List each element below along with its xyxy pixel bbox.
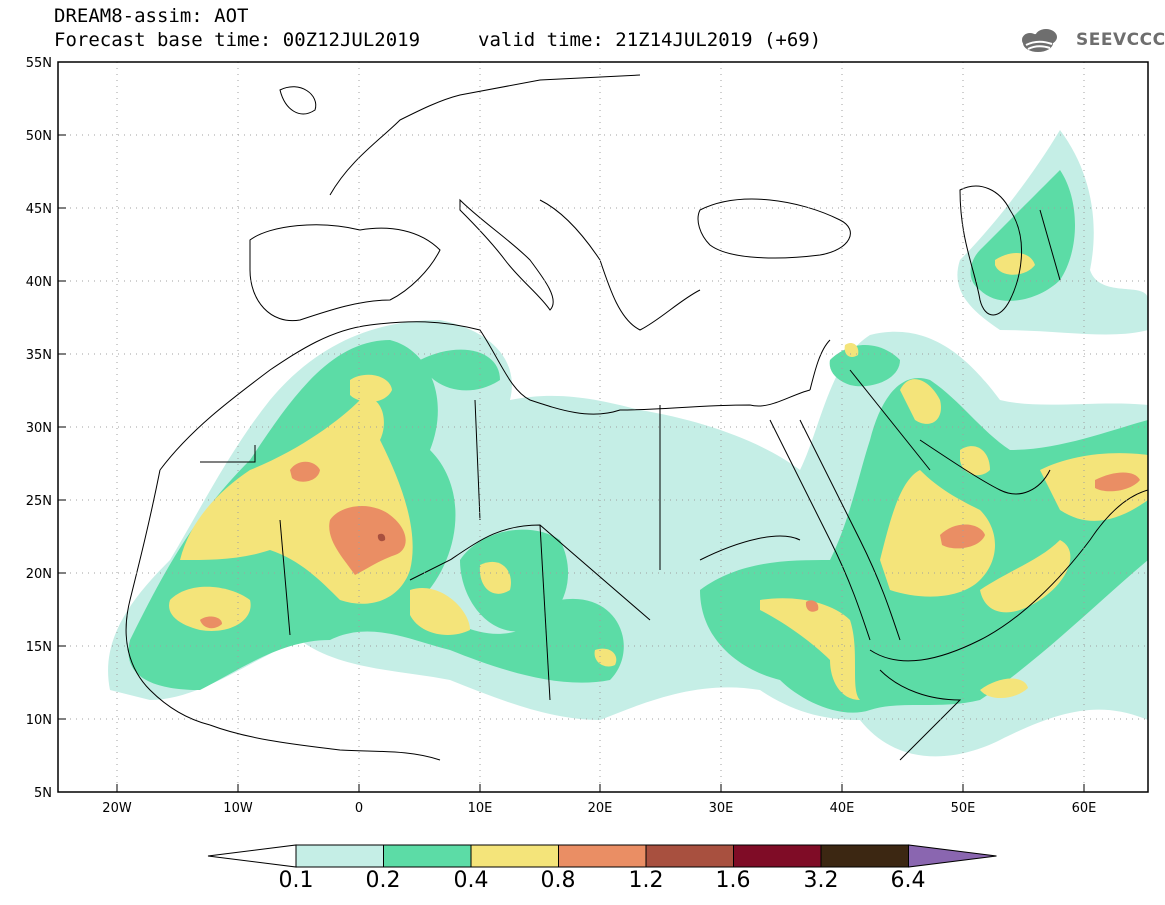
colorbar-label: 0.1	[278, 868, 314, 893]
base-time: Forecast base time: 00Z12JUL2019	[54, 29, 421, 51]
lat-label: 15N	[26, 640, 52, 655]
lat-label: 50N	[26, 129, 52, 144]
colorbar-label: 3.2	[803, 868, 839, 893]
lat-label: 35N	[26, 348, 52, 363]
lat-label: 5N	[34, 786, 52, 801]
lat-label: 30N	[26, 421, 52, 436]
lon-label: 40E	[830, 801, 855, 816]
lon-label: 10E	[468, 801, 493, 816]
colorbar-label: 1.2	[628, 868, 664, 893]
valid-time: valid time: 21Z14JUL2019 (+69)	[478, 29, 822, 51]
lon-label: 10W	[223, 801, 253, 816]
map-title: DREAM8-assim: AOT	[54, 5, 249, 27]
lat-label: 20N	[26, 567, 52, 582]
lat-label: 10N	[26, 713, 52, 728]
colorbar-label: 6.4	[890, 868, 926, 893]
lat-label: 40N	[26, 275, 52, 290]
lat-label: 45N	[26, 202, 52, 217]
lon-label: 0	[355, 801, 363, 816]
colorbar-label: 1.6	[715, 868, 751, 893]
colorbar-label: 0.2	[365, 868, 401, 893]
coastlines	[125, 74, 1149, 761]
logo-text: SEEVCCC	[1076, 30, 1165, 50]
colorbar-label: 0.8	[540, 868, 576, 893]
lat-label: 25N	[26, 494, 52, 509]
lon-label: 20E	[588, 801, 613, 816]
aot-field	[108, 130, 1148, 757]
lon-label: 60E	[1072, 801, 1097, 816]
lon-label: 20W	[102, 801, 132, 816]
lat-label: 55N	[26, 56, 52, 71]
colorbar-label: 0.4	[453, 868, 489, 893]
lon-label: 30E	[709, 801, 734, 816]
cloud-icon	[1022, 29, 1057, 52]
lon-label: 50E	[951, 801, 976, 816]
